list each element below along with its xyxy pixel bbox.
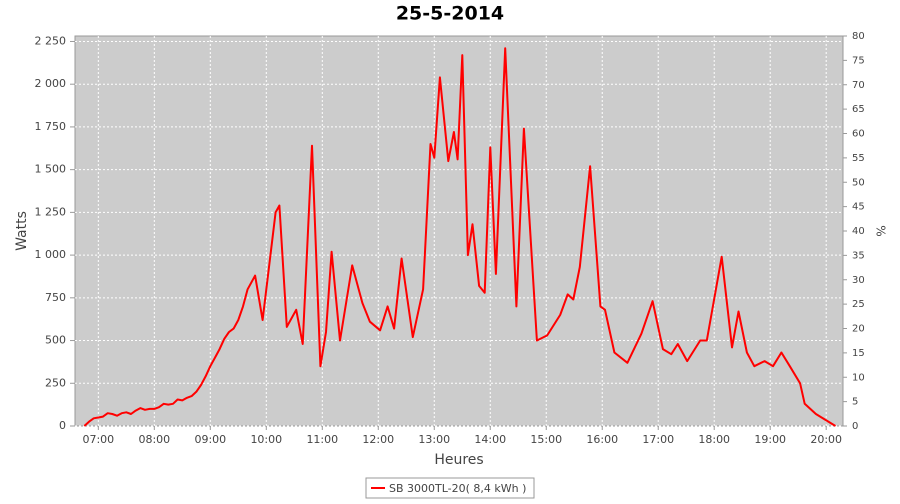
y2-tick-label: 5 — [852, 397, 858, 408]
y2-tick-label: 35 — [852, 250, 865, 261]
x-tick-label: 12:00 — [362, 433, 394, 446]
y2-tick-label: 25 — [852, 299, 865, 310]
y2-tick-label: 55 — [852, 153, 865, 164]
y2-tick-label: 60 — [852, 129, 865, 140]
y2-tick-label: 45 — [852, 202, 865, 213]
legend — [365, 477, 535, 499]
x-axis-label: Heures — [434, 452, 483, 468]
x-tick-label: 18:00 — [698, 433, 730, 446]
x-tick-label: 09:00 — [194, 433, 226, 446]
y2-tick-label: 30 — [852, 275, 865, 286]
y2-tick-label: 15 — [852, 348, 865, 359]
x-tick-label: 16:00 — [586, 433, 618, 446]
y-tick-label: 1 250 — [35, 205, 67, 218]
y2-tick-label: 75 — [852, 55, 865, 66]
y-axis-label: Watts — [14, 211, 30, 251]
x-tick-label: 20:00 — [810, 433, 842, 446]
x-tick-label: 15:00 — [530, 433, 562, 446]
y-tick-label: 1 000 — [35, 248, 67, 261]
x-tick-label: 11:00 — [306, 433, 338, 446]
x-tick-label: 10:00 — [250, 433, 282, 446]
x-tick-label: 19:00 — [754, 433, 786, 446]
x-tick-label: 07:00 — [82, 433, 114, 446]
y-tick-label: 500 — [45, 334, 66, 347]
line-series — [83, 47, 837, 427]
legend-label: SB 3000TL-20( 8,4 kWh ) — [389, 482, 526, 495]
x-tick-label: 08:00 — [138, 433, 170, 446]
y2-tick-label: 80 — [852, 31, 865, 42]
y-tick-label: 1 750 — [35, 120, 67, 133]
x-tick-label: 17:00 — [642, 433, 674, 446]
y2-tick-label: 20 — [852, 324, 865, 335]
y-tick-label: 2 000 — [35, 77, 67, 90]
y-tick-label: 0 — [59, 419, 66, 432]
x-tick-label: 13:00 — [418, 433, 450, 446]
y-tick-label: 750 — [45, 291, 66, 304]
y2-tick-label: 0 — [852, 421, 858, 432]
y-tick-label: 1 500 — [35, 163, 67, 176]
chart-title: 25-5-2014 — [396, 3, 504, 25]
plot-area — [74, 35, 844, 427]
y2-axis-label: % — [874, 225, 888, 236]
y2-tick-label: 40 — [852, 226, 865, 237]
y2-tick-label: 65 — [852, 104, 865, 115]
y2-tick-label: 50 — [852, 177, 865, 188]
y-tick-label: 2 250 — [35, 34, 67, 47]
y2-tick-label: 70 — [852, 80, 865, 91]
y-tick-label: 250 — [45, 376, 66, 389]
x-tick-label: 14:00 — [474, 433, 506, 446]
y2-tick-label: 10 — [852, 372, 865, 383]
